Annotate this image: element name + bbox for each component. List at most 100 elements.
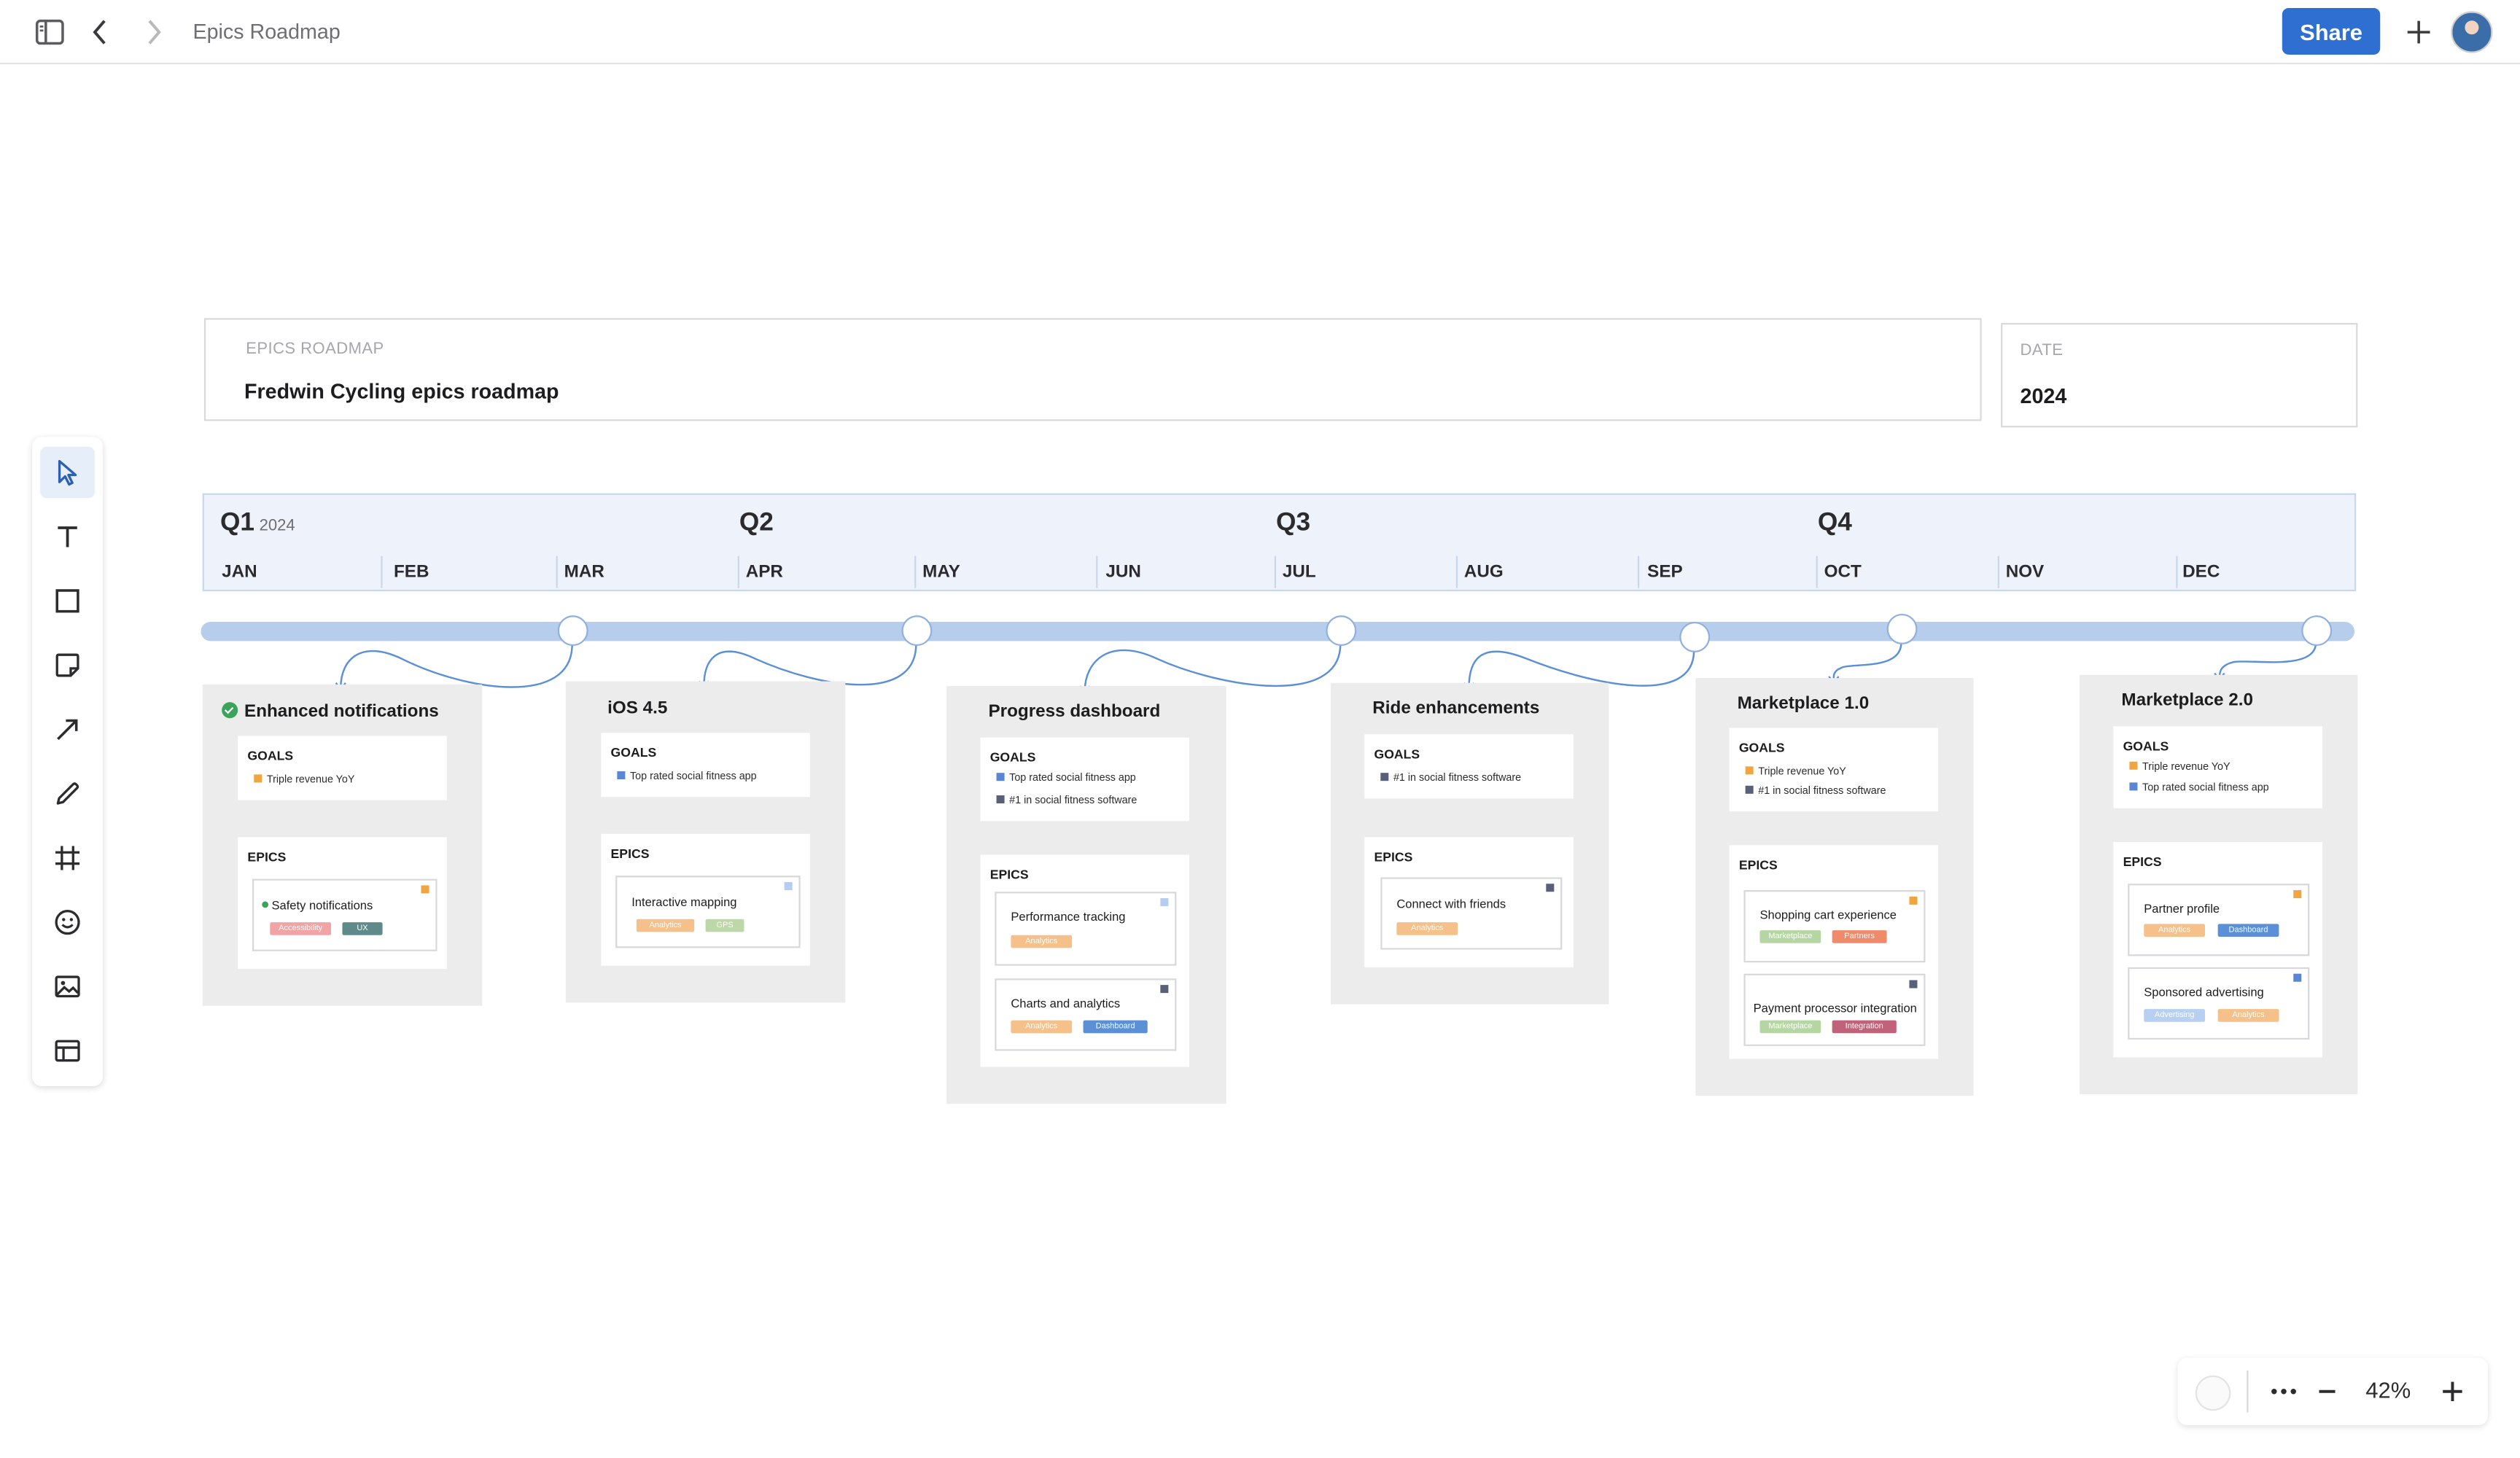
epics-panel: EPICS Connect with friends Analytics bbox=[1364, 837, 1574, 967]
month-may: MAY bbox=[922, 562, 960, 582]
epic-item[interactable]: Performance tracking Analytics bbox=[995, 892, 1177, 966]
milestone-node[interactable] bbox=[557, 615, 588, 647]
tag-badge: Advertising bbox=[2144, 1009, 2205, 1022]
month-sep: SEP bbox=[1647, 562, 1683, 582]
epic-card[interactable]: iOS 4.5 GOALS Top rated social fitness a… bbox=[565, 681, 846, 1003]
share-button[interactable]: Share bbox=[2282, 8, 2381, 55]
tag-badge: Accessibility bbox=[270, 922, 332, 935]
epic-item[interactable]: Charts and analytics Analytics Dashboard bbox=[995, 978, 1177, 1051]
forward-arrow-icon[interactable] bbox=[135, 15, 170, 50]
epic-item[interactable]: Sponsored advertising Advertising Analyt… bbox=[2128, 967, 2310, 1040]
epic-item-name: Partner profile bbox=[2144, 901, 2220, 916]
epic-card[interactable]: Marketplace 2.0 GOALS Triple revenue YoY… bbox=[2080, 674, 2358, 1094]
flag-icon bbox=[1546, 884, 1555, 892]
epic-card[interactable]: Ride enhancements GOALS #1 in social fit… bbox=[1330, 682, 1609, 1005]
month-jul: JUL bbox=[1282, 562, 1316, 582]
milestone-node[interactable] bbox=[901, 615, 933, 647]
epic-item[interactable]: Interactive mapping Analytics GPS bbox=[615, 876, 801, 948]
epics-heading: EPICS bbox=[989, 868, 1029, 883]
epic-card-title: Progress dashboard bbox=[988, 702, 1161, 722]
epic-item-name: Performance tracking bbox=[1011, 909, 1126, 924]
epic-item-name: Shopping cart experience bbox=[1759, 908, 1897, 923]
epic-item[interactable]: Connect with friends Analytics bbox=[1380, 877, 1563, 950]
flag-icon bbox=[2293, 890, 2302, 899]
emoji-tool-icon[interactable] bbox=[40, 897, 95, 948]
arrow-tool-icon[interactable] bbox=[40, 703, 95, 755]
add-icon[interactable] bbox=[2401, 15, 2436, 50]
image-tool-icon[interactable] bbox=[40, 961, 95, 1013]
epic-item-name: Interactive mapping bbox=[631, 894, 737, 910]
date-box[interactable]: DATE 2024 bbox=[2001, 323, 2358, 428]
flag-icon bbox=[1745, 785, 1754, 794]
epics-heading: EPICS bbox=[1374, 849, 1413, 865]
month-divider bbox=[556, 555, 558, 588]
epics-panel: EPICS Safety notifications Accessibility… bbox=[238, 837, 447, 970]
select-tool-icon[interactable] bbox=[40, 446, 96, 499]
sticky-note-tool-icon[interactable] bbox=[40, 639, 95, 691]
quarter-q3: Q3 bbox=[1276, 509, 1311, 537]
milestone-node[interactable] bbox=[1326, 615, 1357, 647]
flag-icon bbox=[996, 773, 1005, 781]
goal-item: #1 in social fitness software bbox=[1745, 785, 1886, 797]
epic-item[interactable]: Safety notifications Accessibility UX bbox=[252, 878, 438, 951]
flag-icon bbox=[1745, 766, 1754, 775]
epic-item[interactable]: Payment processor integration Marketplac… bbox=[1743, 973, 1926, 1046]
goal-item: Triple revenue YoY bbox=[254, 774, 354, 786]
epic-card-title: Marketplace 1.0 bbox=[1737, 694, 1870, 714]
month-jan: JAN bbox=[222, 562, 257, 582]
milestone-node[interactable] bbox=[2301, 615, 2333, 647]
completed-check-icon bbox=[222, 702, 238, 719]
epic-item[interactable]: Partner profile Analytics Dashboard bbox=[2128, 884, 2310, 956]
zoom-level[interactable]: 42% bbox=[2365, 1376, 2411, 1403]
more-options-icon[interactable] bbox=[2260, 1372, 2308, 1411]
flag-icon bbox=[1160, 985, 1169, 994]
divider bbox=[2247, 1371, 2249, 1413]
flag-icon bbox=[1380, 773, 1389, 781]
epic-card[interactable]: Marketplace 1.0 GOALS Triple revenue YoY… bbox=[1695, 678, 1974, 1096]
goals-panel: GOALS Triple revenue YoY #1 in social fi… bbox=[1729, 728, 1939, 812]
table-tool-icon[interactable] bbox=[40, 1025, 95, 1077]
epic-item-name: Sponsored advertising bbox=[2144, 985, 2264, 999]
month-divider bbox=[1816, 555, 1818, 588]
goal-item: Top rated social fitness app bbox=[996, 773, 1136, 784]
text-tool-icon[interactable] bbox=[40, 511, 95, 563]
quarter-q2: Q2 bbox=[739, 509, 774, 537]
flag-icon bbox=[996, 795, 1005, 804]
epic-item[interactable]: Shopping cart experience Marketplace Par… bbox=[1743, 890, 1926, 963]
month-apr: APR bbox=[745, 562, 783, 582]
tag-badge: Analytics bbox=[636, 919, 695, 932]
color-swatch[interactable] bbox=[2195, 1375, 2231, 1411]
month-divider bbox=[1637, 555, 1640, 588]
milestone-node[interactable] bbox=[1886, 613, 1918, 644]
goals-heading: GOALS bbox=[247, 749, 294, 763]
zoom-in-icon[interactable] bbox=[2435, 1372, 2470, 1411]
back-arrow-icon[interactable] bbox=[84, 15, 119, 50]
goal-item: #1 in social fitness software bbox=[996, 795, 1137, 806]
goals-heading: GOALS bbox=[1738, 741, 1785, 755]
milestone-node[interactable] bbox=[1679, 621, 1711, 652]
sidebar-toggle-icon[interactable] bbox=[32, 15, 67, 50]
flag-icon bbox=[1909, 980, 1918, 989]
flag-icon bbox=[1160, 898, 1169, 907]
document-title[interactable]: Epics Roadmap bbox=[192, 19, 341, 44]
flag-icon bbox=[254, 774, 262, 783]
rectangle-tool-icon[interactable] bbox=[40, 575, 95, 627]
epics-panel: EPICS Partner profile Analytics Dashboar… bbox=[2113, 841, 2322, 1058]
roadmap-title-box[interactable]: EPICS ROADMAP Fredwin Cycling epics road… bbox=[203, 318, 1982, 421]
month-divider bbox=[1096, 555, 1098, 588]
epic-card-title: iOS 4.5 bbox=[607, 698, 668, 719]
goals-heading: GOALS bbox=[2123, 738, 2169, 754]
status-dot bbox=[262, 901, 269, 908]
zoom-out-icon[interactable] bbox=[2313, 1372, 2342, 1411]
month-divider bbox=[381, 555, 383, 588]
goal-item: Triple revenue YoY bbox=[1745, 766, 1846, 778]
user-avatar[interactable] bbox=[2451, 11, 2493, 53]
frame-tool-icon[interactable] bbox=[40, 833, 95, 884]
epic-card[interactable]: Enhanced notifications GOALS Triple reve… bbox=[202, 684, 483, 1006]
epic-card[interactable]: Progress dashboard GOALS Top rated socia… bbox=[946, 686, 1226, 1104]
month-divider bbox=[2176, 555, 2178, 588]
pen-tool-icon[interactable] bbox=[40, 768, 95, 820]
canvas-toolbar bbox=[32, 437, 104, 1086]
goals-heading: GOALS bbox=[989, 750, 1036, 765]
epic-item-name: Charts and analytics bbox=[1011, 996, 1121, 1011]
